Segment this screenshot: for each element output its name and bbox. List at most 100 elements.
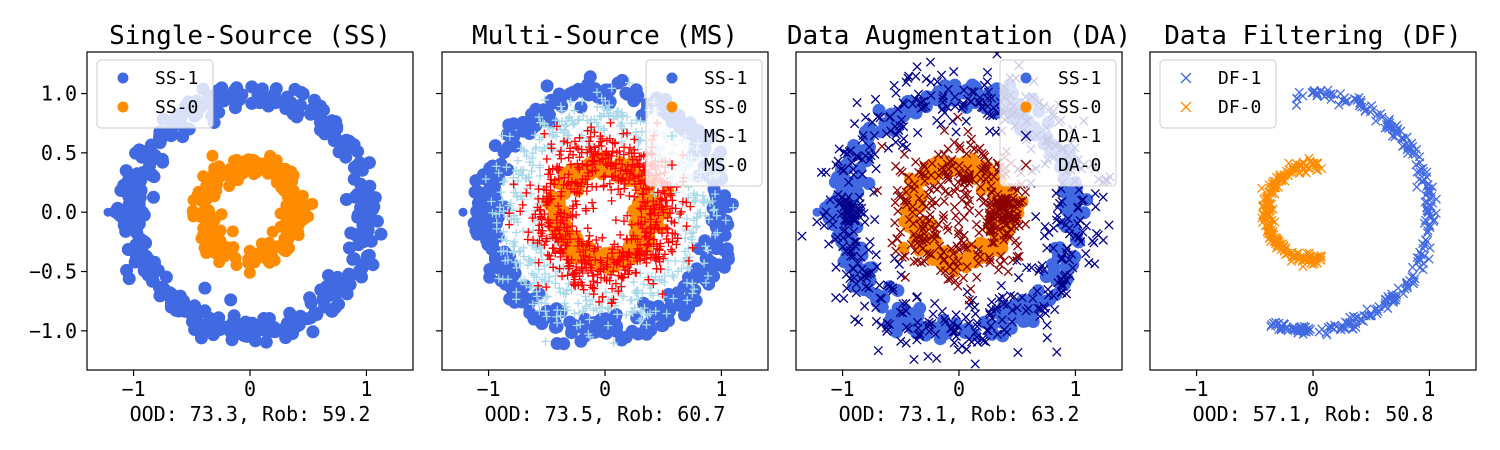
point bbox=[543, 122, 553, 132]
point bbox=[527, 166, 536, 176]
point bbox=[1074, 185, 1084, 195]
point bbox=[245, 316, 259, 330]
point bbox=[487, 197, 496, 206]
point bbox=[691, 196, 700, 205]
point bbox=[819, 220, 829, 231]
point bbox=[721, 252, 735, 266]
point bbox=[971, 219, 982, 230]
point bbox=[587, 166, 597, 175]
point bbox=[599, 264, 608, 274]
point bbox=[721, 216, 731, 225]
point bbox=[689, 197, 699, 206]
point bbox=[699, 197, 708, 206]
point bbox=[946, 244, 956, 254]
point bbox=[328, 301, 342, 314]
point bbox=[544, 165, 554, 174]
point bbox=[1068, 263, 1078, 273]
point bbox=[1275, 172, 1285, 182]
point bbox=[1281, 324, 1291, 335]
point bbox=[548, 320, 562, 334]
point bbox=[198, 241, 211, 254]
point bbox=[1061, 220, 1071, 230]
point bbox=[546, 96, 560, 110]
point bbox=[1280, 249, 1290, 260]
point bbox=[963, 94, 973, 104]
point bbox=[499, 177, 508, 187]
point bbox=[926, 77, 936, 87]
point bbox=[613, 107, 623, 116]
point bbox=[224, 293, 238, 307]
point bbox=[254, 246, 267, 259]
point bbox=[206, 232, 219, 245]
point bbox=[684, 193, 693, 202]
point bbox=[516, 115, 530, 129]
point bbox=[574, 299, 583, 308]
point bbox=[1388, 297, 1399, 307]
point bbox=[986, 93, 997, 103]
point bbox=[873, 112, 883, 122]
y-tick-label: −0.5 bbox=[29, 260, 77, 284]
legend-label: MS-0 bbox=[704, 155, 747, 176]
point bbox=[292, 318, 306, 332]
point bbox=[890, 197, 900, 208]
point bbox=[684, 264, 693, 273]
point bbox=[121, 243, 135, 256]
point bbox=[564, 262, 573, 271]
point bbox=[636, 220, 645, 229]
point bbox=[1012, 252, 1022, 262]
point bbox=[964, 175, 974, 185]
point bbox=[1312, 87, 1322, 98]
point bbox=[566, 88, 580, 102]
point bbox=[575, 133, 584, 142]
point bbox=[949, 338, 959, 348]
point bbox=[869, 131, 880, 141]
point bbox=[1278, 242, 1289, 253]
point bbox=[638, 189, 647, 198]
point bbox=[498, 131, 507, 140]
point bbox=[591, 147, 600, 156]
point bbox=[673, 234, 682, 243]
point bbox=[924, 183, 935, 194]
point bbox=[668, 247, 677, 256]
point bbox=[128, 255, 142, 269]
point bbox=[975, 192, 986, 202]
point bbox=[943, 172, 953, 183]
point bbox=[1039, 264, 1049, 275]
point bbox=[891, 137, 901, 147]
point bbox=[1387, 131, 1398, 141]
point bbox=[527, 241, 537, 250]
point bbox=[1354, 92, 1364, 103]
legend-label: SS-0 bbox=[1058, 97, 1101, 118]
point bbox=[834, 144, 844, 154]
point bbox=[964, 295, 974, 305]
point bbox=[540, 129, 549, 138]
point bbox=[651, 250, 660, 259]
point bbox=[566, 160, 576, 169]
point bbox=[712, 211, 721, 220]
point bbox=[492, 162, 501, 171]
point bbox=[692, 213, 702, 222]
point bbox=[521, 174, 530, 183]
point bbox=[586, 300, 595, 309]
point bbox=[975, 182, 986, 192]
point bbox=[530, 130, 540, 140]
x-tick-label: −1 bbox=[122, 377, 146, 401]
point bbox=[571, 196, 580, 206]
point bbox=[713, 228, 722, 237]
point bbox=[686, 202, 695, 211]
point bbox=[1288, 322, 1299, 332]
point bbox=[982, 221, 992, 231]
point bbox=[619, 150, 628, 159]
point bbox=[1283, 325, 1293, 336]
point bbox=[627, 235, 636, 244]
point bbox=[520, 147, 529, 156]
series-ss-0 bbox=[186, 149, 319, 279]
point bbox=[547, 175, 556, 184]
point bbox=[595, 307, 605, 317]
point bbox=[1371, 116, 1381, 126]
legend-marker bbox=[1020, 101, 1032, 113]
point bbox=[512, 166, 521, 176]
point bbox=[225, 174, 238, 187]
point bbox=[497, 146, 511, 159]
point bbox=[583, 148, 592, 157]
